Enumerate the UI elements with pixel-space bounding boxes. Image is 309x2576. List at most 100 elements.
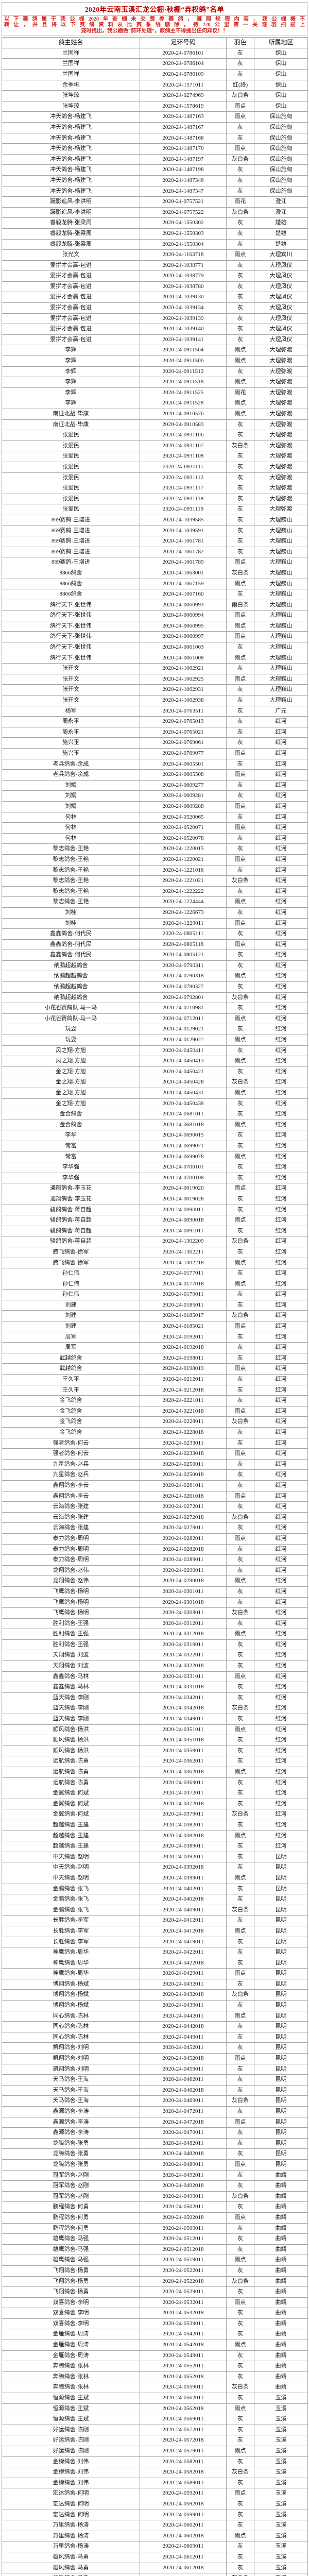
cell-region: 大理巍山: [254, 673, 308, 685]
table-row: 张爱民 2020-24-0931106 灰大理弥渡: [2, 430, 308, 441]
cell-feather-color: 雨点: [226, 2340, 254, 2351]
table-row: 金雁鸽舍-周涛 2020-24-0542011 灰曲靖: [2, 2329, 308, 2341]
cell-owner: 长胜鸽舍-李军: [2, 1925, 140, 1937]
cell-feather-color: 灰: [226, 2042, 254, 2054]
cell-region: 大理巍山: [254, 620, 308, 632]
cell-owner: 张爱民: [2, 430, 140, 441]
cell-feather-color: 灰: [226, 1140, 254, 1152]
cell-region: 红河: [254, 918, 308, 929]
cell-ring-number: 2020-24-0185011: [140, 1299, 227, 1311]
table-row: 张开文 2020-24-1062931 灰大理巍山: [2, 684, 308, 696]
cell-feather-color: 灰: [226, 217, 254, 229]
cell-region: 红河: [254, 1363, 308, 1375]
cell-region: 昆明: [254, 1989, 308, 2001]
cell-feather-color: 灰: [226, 1756, 254, 1767]
cell-owner: 冲天鸽舍-杨建飞: [2, 132, 140, 144]
cell-feather-color: 灰: [226, 1565, 254, 1577]
cell-feather-color: 雨花: [226, 387, 254, 399]
table-row: 鸽行天下-张世伟 2020-24-0060995 雨点 大理巍山: [2, 620, 308, 632]
cell-region: 红河: [254, 1119, 308, 1131]
cell-feather-color: 雨点: [226, 620, 254, 632]
cell-owner: 金翼鸽舍-何斌: [2, 1809, 140, 1820]
cell-owner: 小花원赛鸽队-马一马: [2, 1013, 140, 1025]
cell-feather-color: 灰: [226, 928, 254, 940]
cell-owner: 鑫鑫鸽舍-何代民: [2, 950, 140, 961]
cell-ring-number: 2020-24-0301011: [140, 1586, 227, 1598]
cell-ring-number: 2020-24-0439011: [140, 2000, 227, 2011]
cell-feather-color: 灰: [226, 313, 254, 325]
table-row: 金雁鸽舍-周涛 2020-24-0542018 雨点 曲靖: [2, 2340, 308, 2351]
cell-ring-number: 2020-24-0351011: [140, 1724, 227, 1736]
cell-ring-number: 2020-24-0769061: [140, 737, 227, 749]
cell-ring-number: 2020-24-0177011: [140, 1268, 227, 1279]
cell-owner: 黎志鸽舍-王艳: [2, 886, 140, 897]
table-row: 李辉 2020-24-0911504 雨点 大理弥渡: [2, 345, 308, 357]
table-row: 天马鸽舍-王海 2020-24-0462018 灰昆明: [2, 2084, 308, 2096]
cell-owner: 蹑影追风-李洪明: [2, 196, 140, 208]
table-row: 金鹏鸽舍-张飞 2020-24-0409011 灰白条 昆明: [2, 1904, 308, 1916]
cell-ring-number: 2020-24-0362018: [140, 1767, 227, 1778]
cell-feather-color: 灰: [226, 1682, 254, 1693]
cell-owner: 纳鹏超越鸽舍: [2, 981, 140, 993]
cell-ring-number: 2020-24-0609011: [140, 2541, 227, 2552]
cell-region: 红河: [254, 1682, 308, 1693]
cell-feather-color: 雨点: [226, 1629, 254, 1640]
cell-owner: 睿毅龙腾-张梁周: [2, 217, 140, 229]
table-row: 余季帆 2020-24-1571011 红(绛) 保山: [2, 79, 308, 91]
cell-owner: 风之翔-方旭: [2, 1056, 140, 1067]
cell-feather-color: 灰白条: [226, 207, 254, 218]
cell-region: 曲靖: [254, 2361, 308, 2372]
cell-feather-color: 灰: [226, 716, 254, 727]
cell-region: 保山施甸: [254, 111, 308, 123]
cell-feather-color: 雨点: [226, 1257, 254, 1269]
cell-region: 玉溪: [254, 2573, 308, 2576]
cell-region: 玉溪: [254, 2424, 308, 2436]
cell-owner: 老兵鸽舍-余成: [2, 758, 140, 770]
cell-owner: 刘桂: [2, 907, 140, 919]
cell-ring-number: 2020-24-0061008: [140, 652, 227, 664]
cell-ring-number: 2020-24-1061782: [140, 546, 227, 558]
cell-region: 红河: [254, 992, 308, 1004]
cell-owner: 李辉: [2, 366, 140, 378]
table-row: 博翔鸽舍-杨斌 2020-24-0439011 灰昆明: [2, 2000, 308, 2011]
table-row: 博翔鸽舍-杨斌 2020-24-0432018 灰白条 昆明: [2, 1989, 308, 2001]
column-header-owner: 鸽主姓名: [2, 37, 140, 48]
cell-feather-color: 灰: [226, 1798, 254, 1810]
cell-ring-number: 2020-24-0532018: [140, 2308, 227, 2319]
cell-owner: 骏鸽鸽舍-蒋自超: [2, 1236, 140, 1247]
cell-owner: 张爱民: [2, 504, 140, 515]
cell-ring-number: 2020-24-0757522: [140, 207, 227, 218]
cell-feather-color: 雨点: [226, 2159, 254, 2171]
cell-owner: 腾飞鸽舍-徐军: [2, 1246, 140, 1258]
cell-feather-color: 灰: [226, 1162, 254, 1173]
cell-region: 红河: [254, 981, 308, 993]
table-row: 869赛鸽-王增进 2020-24-1061782 灰大理巍山: [2, 546, 308, 558]
cell-ring-number: 2020-24-0462011: [140, 2074, 227, 2086]
cell-region: 昆明: [254, 1883, 308, 1895]
cell-feather-color: 雨点: [226, 2255, 254, 2266]
table-row: 九星鸽舍-赵兵 2020-24-0250018 灰红河: [2, 1469, 308, 1481]
table-row: 刘斌 2020-24-0609281 灰红河: [2, 790, 308, 802]
cell-owner: 爱拼才会赢-包进: [2, 313, 140, 325]
cell-region: 大理凤仪: [254, 270, 308, 282]
cell-feather-color: 灰: [226, 1109, 254, 1120]
table-row: 张开文 2020-24-1062938 灰大理巍山: [2, 695, 308, 706]
cell-feather-color: 灰: [226, 2414, 254, 2425]
table-row: 李华强 2020-24-0700101 灰红河: [2, 1162, 308, 1173]
notice-block: 以下赛鸽属于我公棚2020年查棚未交费参赛鸽，遵照规程内容，我公棚概不 转让，并…: [2, 15, 307, 37]
cell-region: 红河: [254, 822, 308, 834]
cell-feather-color: 灰: [226, 1437, 254, 1449]
cell-owner: 南征北战-毕康: [2, 419, 140, 431]
cell-feather-color: 灰: [226, 960, 254, 972]
table-row: 李辉 2020-24-0911518 雨点 大理弥渡: [2, 377, 308, 388]
cell-ring-number: 2020-24-0520078: [140, 833, 227, 844]
cell-ring-number: 2020-24-0790327: [140, 981, 227, 993]
cell-ring-number: 2020-24-0308011: [140, 1607, 227, 1619]
table-row: 张爱民 2020-24-0931117 灰大理弥渡: [2, 483, 308, 494]
cell-feather-color: 灰: [226, 504, 254, 515]
cell-feather-color: 灰: [226, 1597, 254, 1608]
table-row: 鸽行天下-张世伟 2020-24-0060993 雨白条 大理巍山: [2, 599, 308, 611]
table-row: 风之翔-方旭 2020-24-0450411 灰红河: [2, 1045, 308, 1057]
cell-region: 昆明: [254, 2000, 308, 2011]
cell-region: 曲靖: [254, 2350, 308, 2362]
